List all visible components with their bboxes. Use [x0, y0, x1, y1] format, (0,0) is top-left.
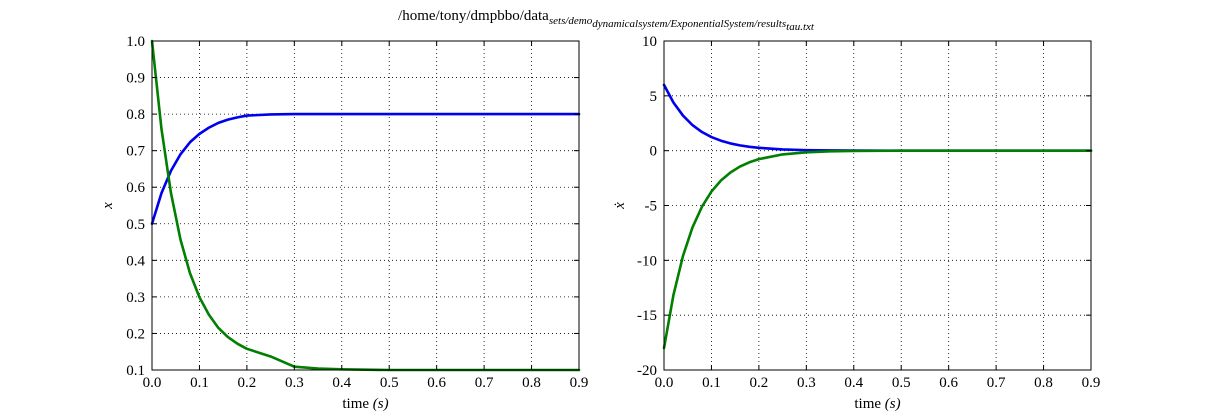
title-sub-3: tau.txt: [786, 21, 815, 33]
series-line-blue: [662, 83, 1093, 152]
x-tick-label: 0.5: [380, 375, 399, 391]
y-tick-label: 0.4: [126, 253, 145, 269]
series-line-green: [150, 39, 581, 372]
y-tick-label: 0.3: [126, 290, 145, 306]
x-tick-label: 0.4: [332, 375, 351, 391]
figure-title: /home/tony/dmpbbo/datasets/demodynamical…: [398, 8, 815, 33]
y-tick-label: 0: [650, 144, 658, 160]
y-tick-label: 0.6: [126, 180, 145, 196]
x-tick-label: 0.0: [655, 375, 674, 391]
y-tick-label: 0.9: [126, 71, 145, 87]
x-axis-label-unit: (s): [885, 396, 901, 412]
y-tick-label: -5: [645, 199, 658, 215]
x-tick-label: 0.0: [143, 375, 162, 391]
x-tick-label: 0.2: [238, 375, 257, 391]
x-tick-label: 0.3: [797, 375, 816, 391]
plot-frame: [151, 40, 580, 371]
title-sub-2: dynamicalsystem/ExponentialSystem/result…: [592, 18, 786, 30]
y-tick-label: 0.2: [126, 326, 145, 342]
x-axis-label-text: time: [342, 396, 372, 412]
x-axis-label-text: time: [854, 396, 884, 412]
y-axis-label: ẋ: [612, 202, 628, 210]
series-line-green: [662, 149, 1093, 350]
x-axis-label: time (s): [854, 396, 900, 412]
y-tick-label: 0.1: [126, 363, 145, 379]
y-tick-label: 5: [650, 89, 658, 105]
y-tick-label: -10: [637, 253, 657, 269]
x-tick-label: 0.7: [475, 375, 494, 391]
right-plot-xdot: 0.0 0.1 0.2 0.3 0.4 0.5 0.6 0.7 0.8 0.9 -20 -15 -10 -…: [612, 34, 1100, 412]
x-axis-label: time (s): [342, 396, 388, 412]
y-tick-label: 1.0: [126, 34, 145, 50]
series-line-blue: [150, 112, 581, 226]
x-tick-label: 0.1: [190, 375, 209, 391]
title-sub-1: sets/demo: [549, 15, 593, 27]
y-axis-label: x: [100, 202, 116, 210]
y-tick-label: -20: [637, 363, 657, 379]
x-tick-label: 0.6: [427, 375, 446, 391]
x-tick-label: 0.2: [750, 375, 769, 391]
x-tick-label: 0.9: [1082, 375, 1101, 391]
x-tick-label: 0.7: [987, 375, 1006, 391]
title-plain: /home/tony/dmpbbo/data: [398, 8, 549, 24]
x-tick-label: 0.4: [844, 375, 863, 391]
x-tick-label: 0.5: [892, 375, 911, 391]
x-tick-label: 0.1: [702, 375, 721, 391]
x-tick-label: 0.3: [285, 375, 304, 391]
left-plot-x: 0.0 0.1 0.2 0.3 0.4 0.5 0.6 0.7 0.8 0.90.10.20.30…: [100, 34, 588, 412]
y-tick-label: 0.8: [126, 107, 145, 123]
y-tick-label: -15: [637, 308, 657, 324]
y-tick-label: 0.5: [126, 217, 145, 233]
x-tick-label: 0.6: [939, 375, 958, 391]
y-tick-label: 0.7: [126, 144, 145, 160]
x-tick-label: 0.8: [522, 375, 541, 391]
x-axis-label-unit: (s): [373, 396, 389, 412]
x-tick-label: 0.9: [570, 375, 589, 391]
y-tick-label: 10: [642, 34, 657, 50]
x-tick-label: 0.8: [1034, 375, 1053, 391]
